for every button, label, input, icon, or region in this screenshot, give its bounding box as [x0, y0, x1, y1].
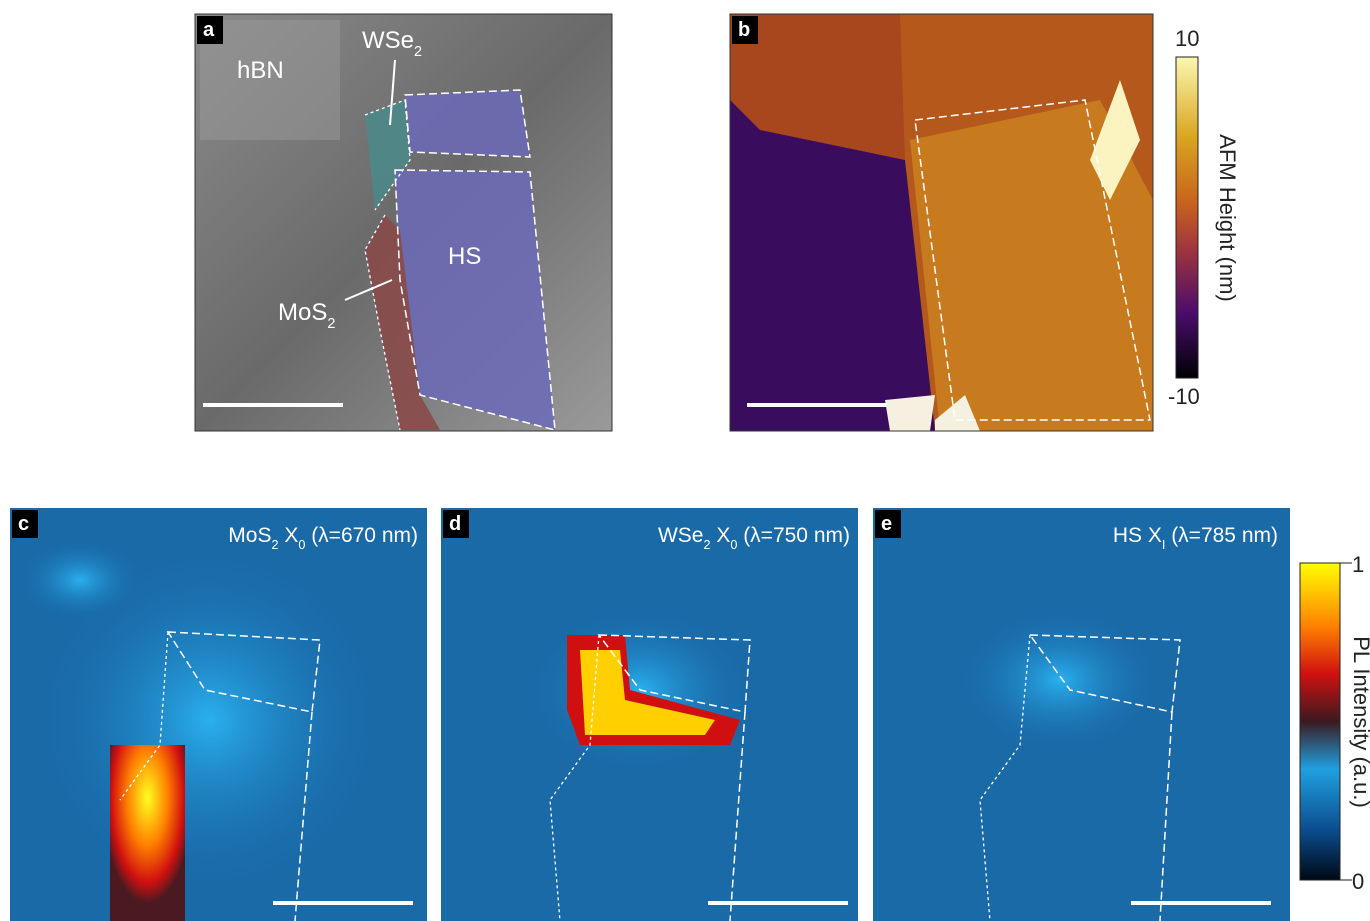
text-part: X [279, 524, 299, 547]
colorbar-label: AFM Height (nm) [1215, 134, 1240, 301]
panel-letter: a [203, 19, 215, 41]
subscript: 0 [298, 538, 305, 552]
panel-letter: c [18, 513, 29, 535]
text-part: X [711, 524, 731, 547]
text-part: WSe [658, 524, 704, 547]
colorbar-min: 0 [1352, 869, 1364, 894]
subscript: 2 [271, 538, 278, 552]
text-part: MoS [278, 299, 327, 326]
label: hBN [237, 57, 284, 84]
label: MoS2 [278, 299, 335, 332]
panel-d: d WSe2 X0 (λ=750 nm) [441, 508, 858, 921]
panel-letter: b [738, 19, 750, 41]
panel-b: b [729, 13, 1154, 432]
label: HS [448, 243, 481, 270]
label: WSe2 [362, 27, 422, 60]
panel-title: WSe2 X0 (λ=750 nm) [658, 524, 850, 552]
text-part: HS X [1113, 524, 1162, 547]
panel-e: e HS XI (λ=785 nm) [873, 508, 1290, 921]
panel-letter: d [449, 513, 461, 535]
panel-title: MoS2 X0 (λ=670 nm) [228, 524, 418, 552]
text-part: HS [448, 243, 481, 270]
text-part: (λ=750 nm) [737, 524, 850, 547]
subscript: 2 [414, 44, 422, 60]
panel-a: a hBN WSe2 HS MoS2 [194, 13, 613, 432]
colorbar-max: 1 [1352, 552, 1364, 577]
subscript: 2 [703, 538, 710, 552]
subscript: 2 [327, 316, 335, 332]
text-part: (λ=670 nm) [305, 524, 418, 547]
subscript: I [1162, 538, 1166, 552]
colorbar-min: -10 [1168, 384, 1200, 409]
panel-c: c MoS2 X0 (λ=670 nm) [10, 508, 427, 921]
panel-letter: e [881, 513, 892, 535]
colorbar-label: PL Intensity (a.u.) [1349, 636, 1370, 808]
text-part: hBN [237, 57, 284, 84]
pl-colorbar: 1 0 PL Intensity (a.u.) [1299, 552, 1370, 894]
colorbar-max: 10 [1175, 26, 1199, 51]
text-part: (λ=785 nm) [1165, 524, 1278, 547]
subscript: 0 [730, 538, 737, 552]
panel-title: HS XI (λ=785 nm) [1113, 524, 1278, 552]
text-part: MoS [228, 524, 271, 547]
text-part: WSe [362, 27, 414, 54]
afm-colorbar: 10 -10 AFM Height (nm) [1168, 26, 1240, 409]
